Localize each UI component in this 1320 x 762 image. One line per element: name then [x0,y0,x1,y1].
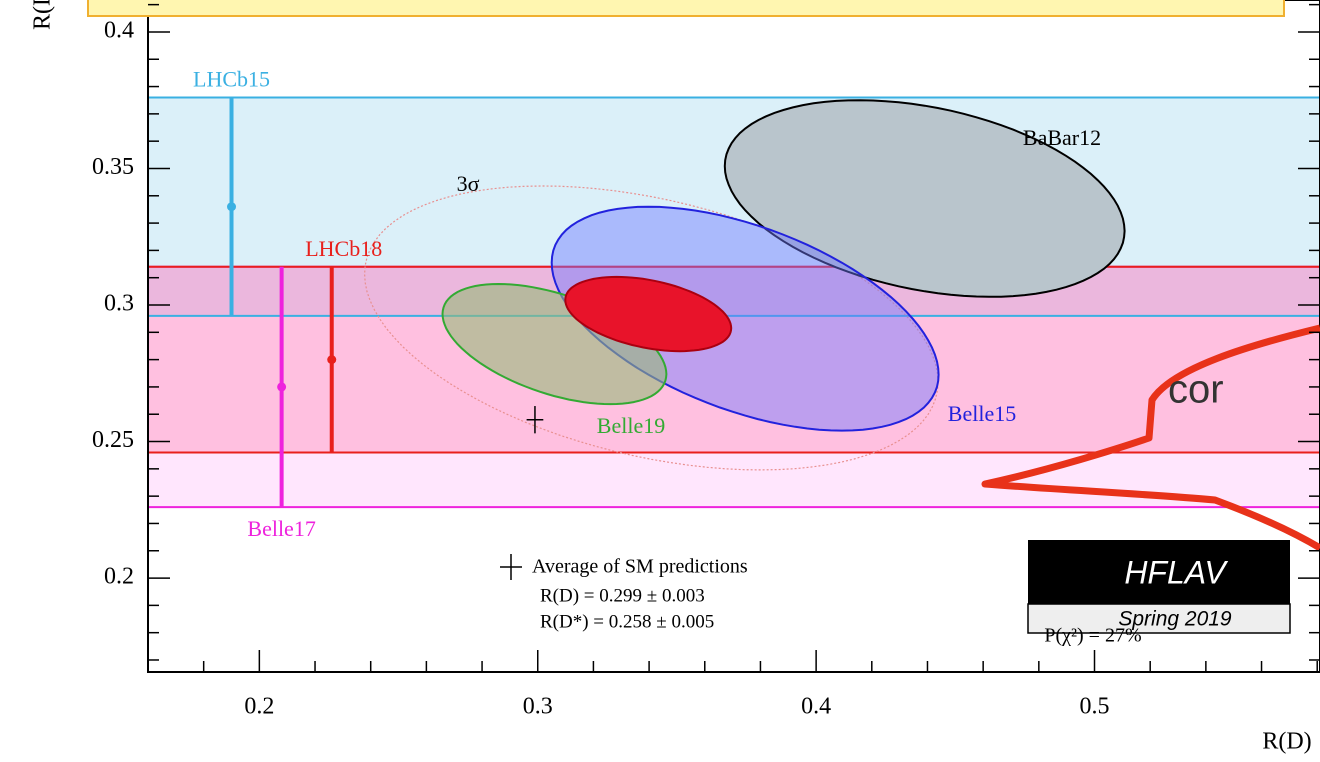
annotation: cor [1168,368,1224,412]
x-tick-label: 0.2 [244,694,274,720]
x-axis-label: R(D) [1262,729,1311,755]
error-bar-center [227,202,236,211]
band-label: Belle17 [247,516,315,541]
y-tick-label: 0.4 [104,17,134,43]
banner [88,0,1284,16]
y-tick-label: 0.3 [104,291,134,317]
x-tick-label: 0.5 [1080,694,1110,720]
ellipse-label: Belle15 [948,401,1016,426]
y-axis-label: R(D*) [30,0,56,30]
pvalue: P(χ²) = 27% [1044,625,1141,647]
sm-legend: Average of SM predictions R(D) = 0.299 ±… [500,554,748,632]
y-tick-label: 0.35 [92,154,134,180]
hflav-logo: HFLAV Spring 2019 [1028,540,1290,633]
band-label: LHCb18 [305,236,382,261]
page: 3σ BaBar12 Belle15 Belle19 LHCb15 Belle17 LHCb… [0,0,1320,762]
chart: 3σ BaBar12 Belle15 Belle19 LHCb15 Belle17 LHCb… [0,0,1320,762]
ellipse-label: BaBar12 [1023,125,1101,150]
legend-text: Average of SM predictions [532,556,748,578]
ellipse-label: Belle19 [597,413,665,438]
logo-title: HFLAV [1124,554,1228,590]
band-label: LHCb15 [193,67,270,92]
error-bar-center [327,355,336,364]
ellipse-label: 3σ [457,171,480,196]
legend-text: R(D*) = 0.258 ± 0.005 [540,611,714,632]
legend-text: R(D) = 0.299 ± 0.003 [540,585,705,606]
x-tick-label: 0.3 [523,694,553,720]
x-tick-label: 0.4 [801,694,831,720]
y-tick-label: 0.2 [104,564,134,590]
plot-area: 3σ BaBar12 Belle15 Belle19 LHCb15 Belle17 LHCb… [148,67,1320,542]
error-bar-center [277,382,286,391]
y-tick-label: 0.25 [92,427,134,453]
